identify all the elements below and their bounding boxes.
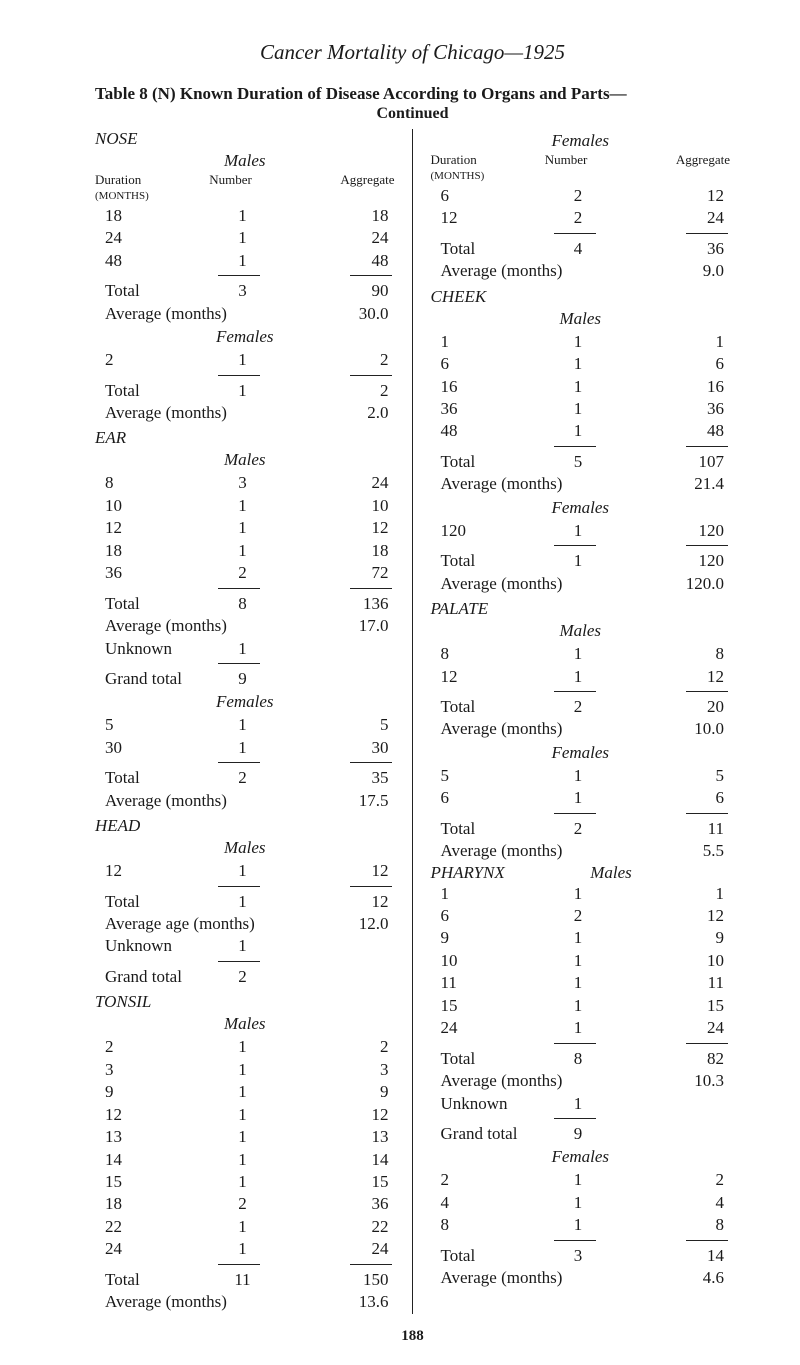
hdr-months: (MONTHS) (95, 190, 149, 202)
table-row: 18236 (95, 1193, 395, 1215)
table-row: 36272 (95, 562, 395, 584)
gender-females: Females (95, 327, 395, 347)
section-pharynx: PHARYNXMales (431, 863, 731, 883)
section-nose: NOSE (95, 129, 395, 149)
table-row: 111 (431, 883, 731, 905)
hdr-duration: Duration (431, 152, 477, 167)
table-row: 48148 (95, 250, 395, 272)
table-row: 8324 (95, 472, 395, 494)
table-row: 313 (95, 1059, 395, 1081)
table-row: 12112 (431, 666, 731, 688)
table-row: 212 (95, 349, 395, 371)
table-row: 11111 (431, 972, 731, 994)
column-headers: Duration (MONTHS) Number Aggregate (95, 173, 395, 203)
table-row: 919 (95, 1081, 395, 1103)
page: Cancer Mortality of Chicago—1925 Table 8… (0, 0, 800, 1365)
page-title: Cancer Mortality of Chicago—1925 (95, 40, 730, 65)
gender-males: Males (95, 450, 395, 470)
table-row: 24124 (95, 1238, 395, 1260)
table-row: 12112 (95, 1104, 395, 1126)
caption-text: Table 8 (N) Known Duration of Disease Ac… (95, 84, 627, 103)
table-row: 36136 (431, 398, 731, 420)
column-headers: Duration (MONTHS) Number Aggregate (431, 153, 731, 183)
table-row: 14114 (95, 1149, 395, 1171)
table-row: 616 (431, 353, 731, 375)
continued-label: Continued (95, 105, 730, 123)
table-row: 6212 (431, 185, 731, 207)
gender-males: Males (95, 151, 395, 171)
table-row: 6212 (431, 905, 731, 927)
hdr-months: (MONTHS) (431, 170, 485, 182)
section-cheek: CHEEK (431, 287, 731, 307)
table-row: 818 (431, 1214, 731, 1236)
gender-females: Females (431, 498, 731, 518)
table-row: 12112 (95, 517, 395, 539)
page-number: 188 (95, 1328, 730, 1345)
table-caption: Table 8 (N) Known Duration of Disease Ac… (95, 83, 730, 105)
table-row: 18118 (95, 205, 395, 227)
section-tonsil: TONSIL (95, 992, 395, 1012)
gender-females: Females (95, 692, 395, 712)
table-row: 13113 (95, 1126, 395, 1148)
columns: NOSE Males Duration (MONTHS) Number Aggre… (95, 129, 730, 1314)
table-row: 12224 (431, 207, 731, 229)
table-row: 24124 (95, 227, 395, 249)
hdr-aggregate: Aggregate (282, 173, 395, 203)
gender-males: Males (95, 1014, 395, 1034)
right-column: Females Duration (MONTHS) Number Aggregat… (413, 129, 731, 1314)
table-row: 10110 (431, 950, 731, 972)
table-row: 15115 (95, 1171, 395, 1193)
section-head: HEAD (95, 816, 395, 836)
table-row: 48148 (431, 420, 731, 442)
gender-males: Males (95, 838, 395, 858)
table-row: 30130 (95, 737, 395, 759)
table-row: 212 (431, 1169, 731, 1191)
hdr-aggregate: Aggregate (617, 153, 730, 183)
table-row: 919 (431, 927, 731, 949)
hdr-number: Number (535, 153, 617, 183)
gender-males: Males (431, 621, 731, 641)
table-row: 414 (431, 1192, 731, 1214)
hdr-number: Number (199, 173, 281, 203)
table-row: 616 (431, 787, 731, 809)
section-ear: EAR (95, 428, 395, 448)
table-row: 515 (431, 765, 731, 787)
table-row: 818 (431, 643, 731, 665)
gender-males: Males (431, 309, 731, 329)
section-palate: PALATE (431, 599, 731, 619)
table-row: 212 (95, 1036, 395, 1058)
total-row: Total390 (95, 280, 395, 302)
table-row: 18118 (95, 540, 395, 562)
gender-females: Females (431, 1147, 731, 1167)
table-row: 16116 (431, 376, 731, 398)
table-row: 12112 (95, 860, 395, 882)
table-row: 515 (95, 714, 395, 736)
gender-females: Females (431, 743, 731, 763)
table-row: 1201120 (431, 520, 731, 542)
table-row: 22122 (95, 1216, 395, 1238)
gender-females: Females (431, 131, 731, 151)
table-row: 111 (431, 331, 731, 353)
table-row: 15115 (431, 995, 731, 1017)
table-row: 24124 (431, 1017, 731, 1039)
table-row: 10110 (95, 495, 395, 517)
average-row: Average (months)30.0 (95, 303, 395, 325)
hdr-duration: Duration (95, 172, 141, 187)
left-column: NOSE Males Duration (MONTHS) Number Aggre… (95, 129, 413, 1314)
